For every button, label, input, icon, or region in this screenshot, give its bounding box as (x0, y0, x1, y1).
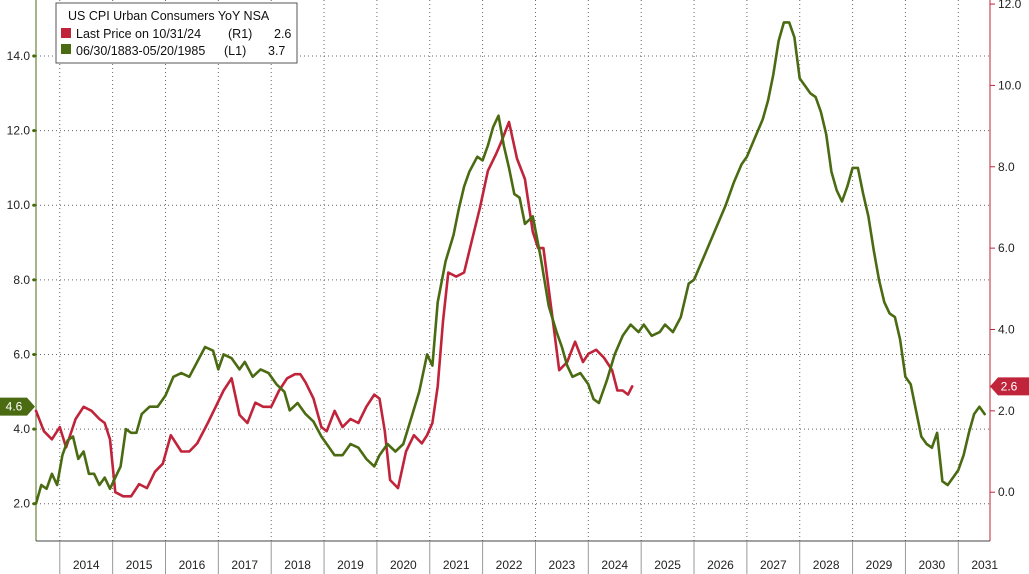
left-tick-dot (32, 54, 36, 58)
series-line-l1 (34, 21, 987, 506)
x-tick-label: 2014 (73, 558, 100, 572)
x-tick-label: 2031 (971, 558, 998, 572)
x-tick-label: 2027 (760, 558, 787, 572)
left-tick-label: 6.0 (13, 347, 30, 361)
right-tick-label: 12.0 (998, 0, 1022, 11)
legend-box (55, 2, 298, 64)
x-tick-label: 2024 (601, 558, 628, 572)
x-tick-label: 2019 (337, 558, 364, 572)
left-last-value-label: 4.6 (6, 400, 23, 414)
left-tick-label: 4.0 (13, 422, 30, 436)
left-tick-label: 10.0 (7, 198, 31, 212)
legend-swatch-r1 (61, 28, 71, 38)
x-tick-label: 2025 (654, 558, 681, 572)
left-tick-dot (32, 278, 36, 282)
x-tick-label: 2030 (919, 558, 946, 572)
last-value-tags: 4.6 2.6 (0, 377, 1029, 416)
right-tick-label: 2.0 (998, 404, 1015, 418)
left-tick-label: 12.0 (7, 124, 31, 138)
x-tick-label: 2028 (813, 558, 840, 572)
left-last-value-tag (0, 397, 35, 416)
left-tick-dot (32, 502, 36, 506)
right-last-value-label: 2.6 (1001, 379, 1018, 393)
right-tick-label: 0.0 (998, 485, 1015, 499)
right-tick-label: 10.0 (998, 78, 1022, 92)
x-tick-label: 2016 (179, 558, 206, 572)
x-tick-label: 2021 (443, 558, 470, 572)
x-tick-label: 2022 (496, 558, 523, 572)
axes: 2.0 4.0 6.0 8.0 10.0 12.0 14.0 0.0 2.0 4.0 6.0 8.0 1… (7, 0, 1022, 574)
x-tick-label: 2020 (390, 558, 417, 572)
series-layer (34, 21, 987, 506)
x-tick-label: 2023 (549, 558, 576, 572)
left-tick-label: 14.0 (7, 49, 31, 63)
right-tick-label: 8.0 (998, 160, 1015, 174)
series-line-r1 (34, 120, 634, 498)
left-tick-dot (32, 203, 36, 207)
legend-last-r1: 2.6 (274, 27, 291, 41)
x-tick-label: 2026 (707, 558, 734, 572)
x-tick-label: 2029 (866, 558, 893, 572)
chart-title: US CPI Urban Consumers YoY NSA (68, 9, 270, 23)
right-tick-label: 6.0 (998, 241, 1015, 255)
legend-axis-tag-l1: (L1) (224, 44, 246, 58)
left-tick-dot (32, 427, 36, 431)
left-tick-label: 2.0 (13, 497, 30, 511)
legend-label-l1: 06/30/1883-05/20/1985 (76, 44, 205, 58)
legend-label-r1: Last Price on 10/31/24 (76, 27, 201, 41)
legend-axis-tag-r1: (R1) (228, 27, 252, 41)
x-tick-label: 2018 (284, 558, 311, 572)
legend-last-l1: 3.7 (268, 44, 285, 58)
legend: US CPI Urban Consumers YoY NSA Last Pric… (55, 2, 298, 64)
left-tick-dot (32, 352, 36, 357)
right-tick-label: 4.0 (998, 322, 1015, 336)
right-last-value-tag (990, 377, 1029, 396)
left-tick-dot (32, 128, 36, 133)
x-tick-label: 2017 (231, 558, 258, 572)
left-tick-label: 8.0 (13, 273, 30, 287)
x-tick-label: 2015 (126, 558, 153, 572)
grid (36, 0, 990, 541)
legend-swatch-l1 (61, 44, 71, 54)
